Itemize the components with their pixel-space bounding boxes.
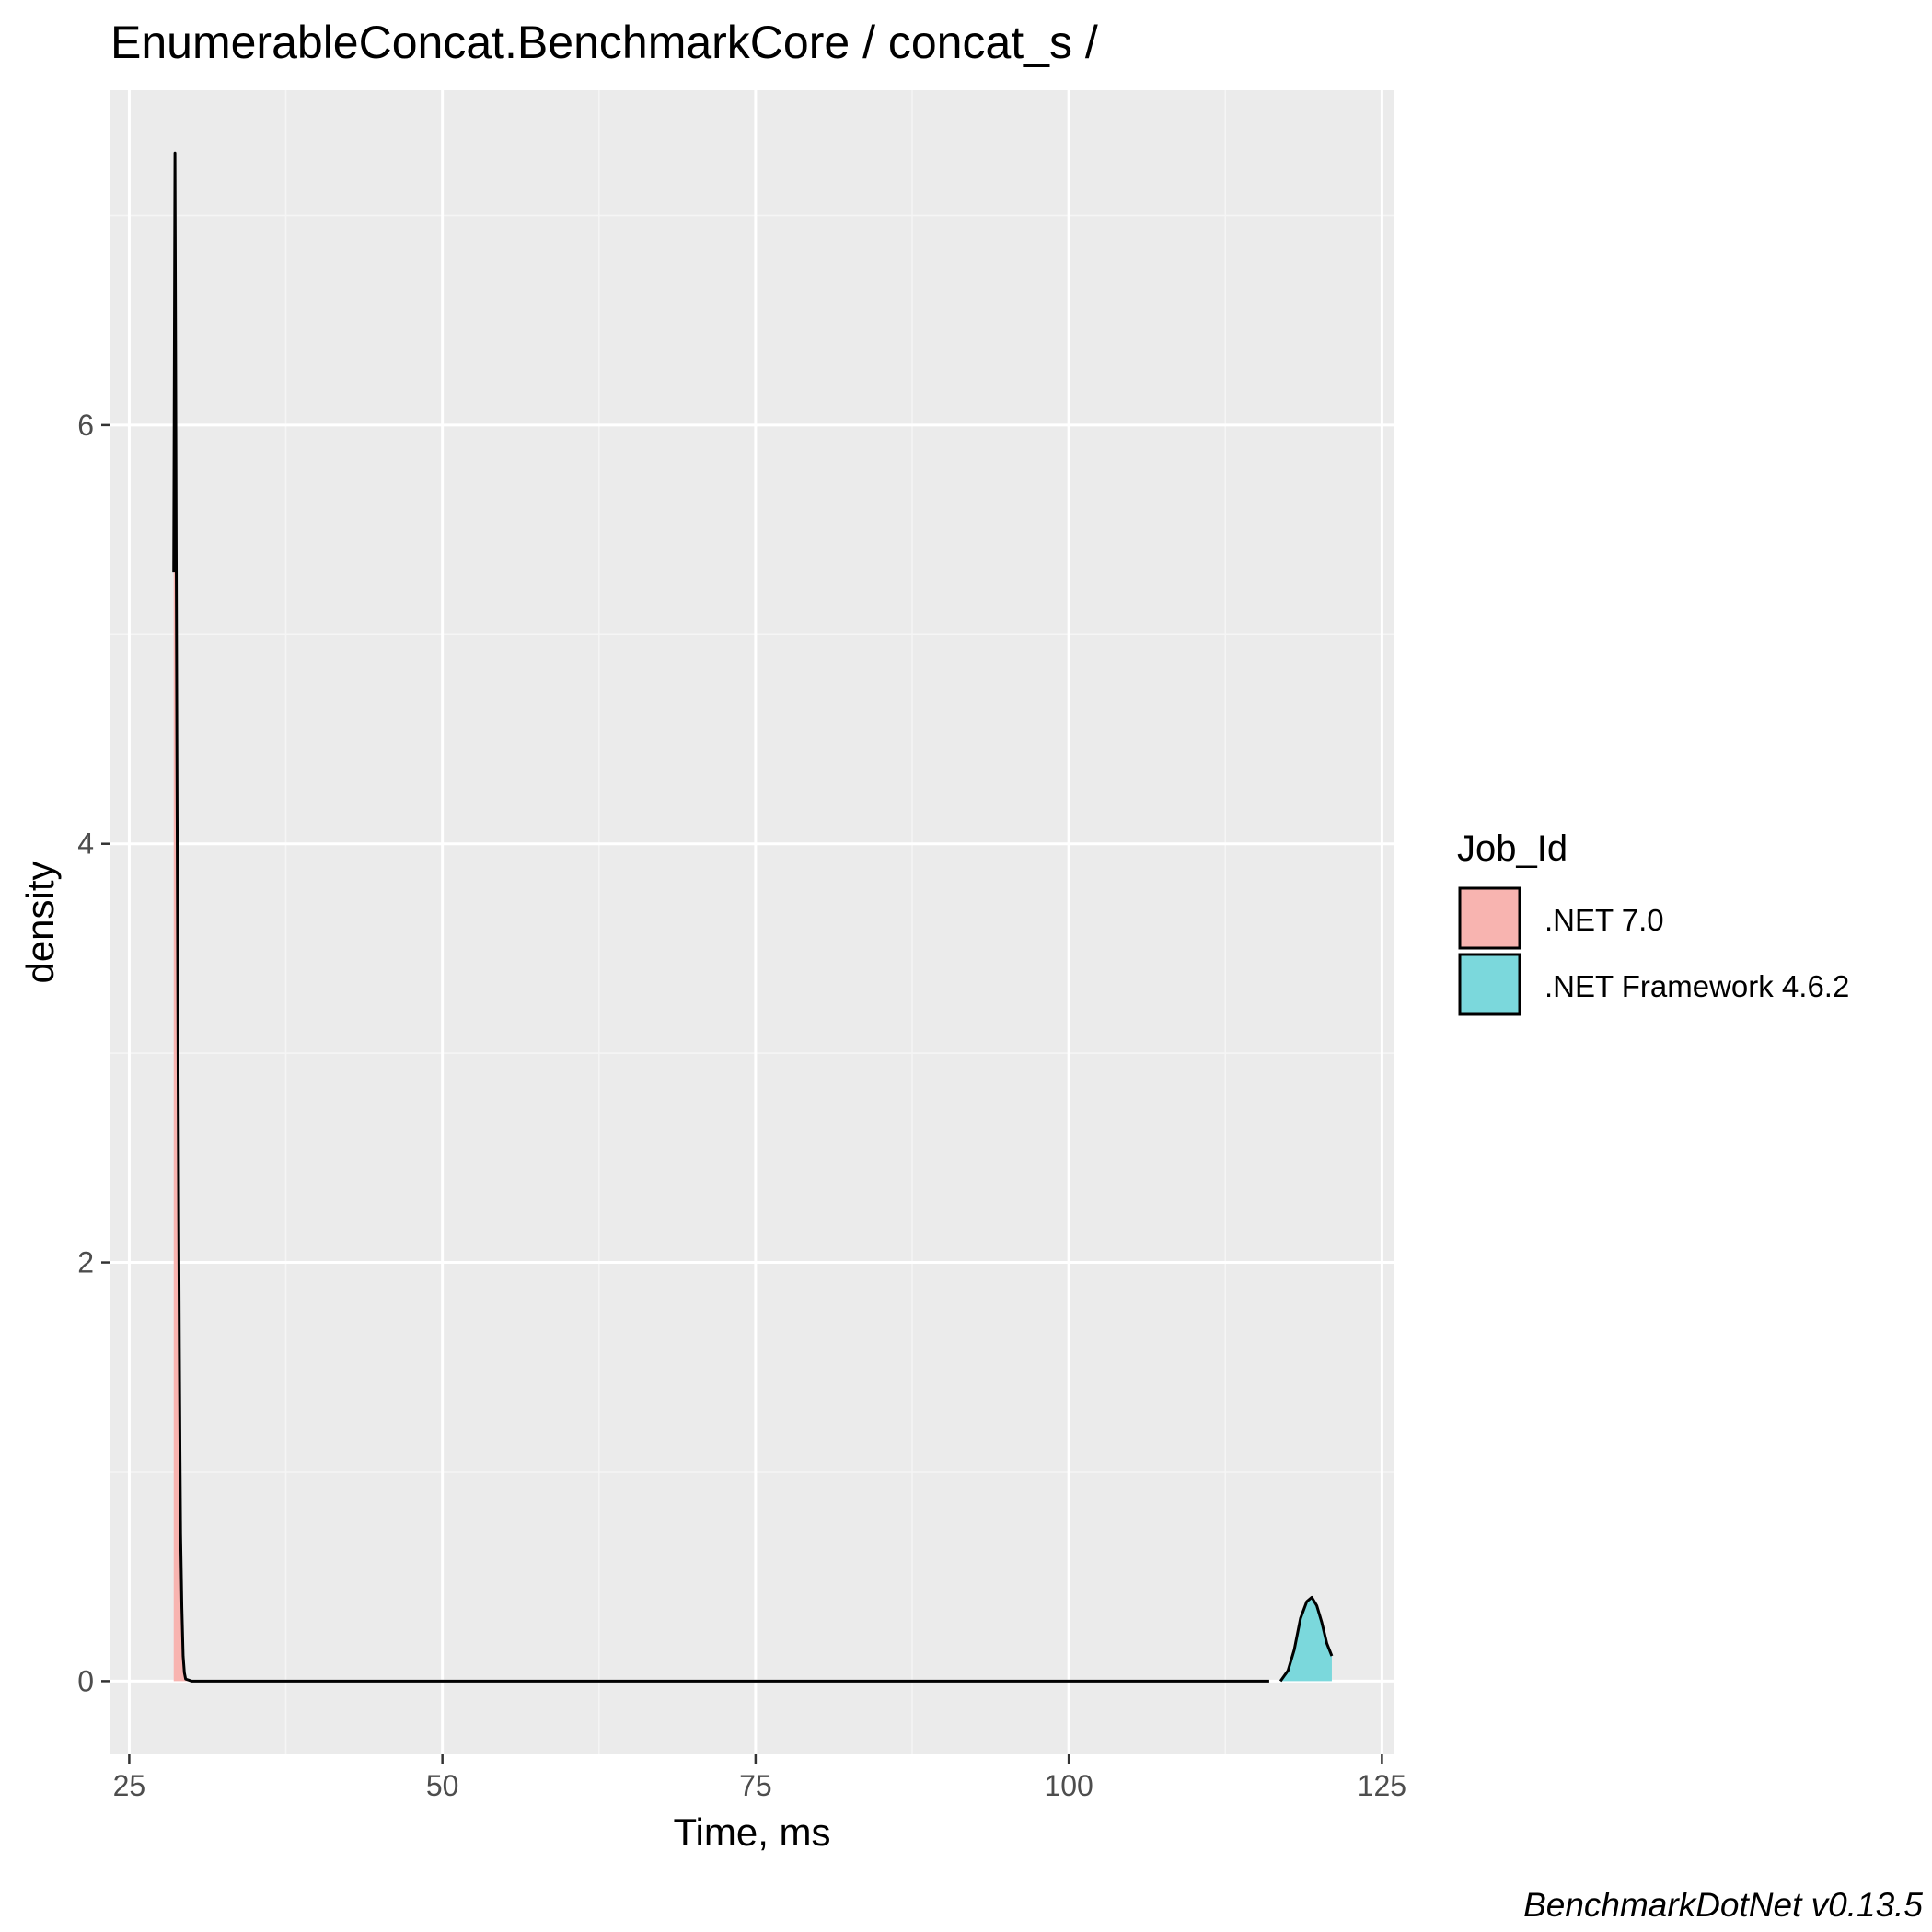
x-tick-label: 75: [739, 1769, 772, 1802]
y-axis-title: density: [18, 861, 62, 983]
plot-panel: [110, 90, 1394, 1754]
x-axis-title: Time, ms: [673, 1811, 830, 1854]
x-tick-label: 50: [426, 1769, 459, 1802]
caption: BenchmarkDotNet v0.13.5: [1523, 1886, 1923, 1924]
density-line-1: [1278, 1595, 1334, 1683]
chart-title: EnumerableConcat.BenchmarkCore / concat_…: [110, 17, 1098, 68]
y-tick-label: 4: [77, 827, 94, 861]
y-tick-label: 2: [77, 1246, 94, 1279]
x-tick-label: 25: [113, 1769, 146, 1802]
legend: Job_Id .NET 7.0 .NET Framework 4.6.2: [1457, 828, 1849, 1016]
legend-key-net7: [1458, 886, 1521, 950]
density-line-0: [172, 151, 1269, 1683]
density-curves: [172, 151, 1334, 1683]
density-area-1: [1280, 1597, 1332, 1682]
grid-minor: [110, 90, 1394, 1754]
legend-title: Job_Id: [1457, 828, 1568, 869]
legend-label-net7: .NET 7.0: [1544, 903, 1664, 937]
legend-label-netframework: .NET Framework 4.6.2: [1544, 969, 1849, 1003]
x-tick-label: 125: [1358, 1769, 1406, 1802]
x-axis: 25 50 75 100 125: [113, 1754, 1406, 1802]
y-axis: 0 2 4 6: [77, 409, 110, 1697]
y-tick-label: 6: [77, 409, 94, 442]
legend-key-netframework: [1458, 953, 1521, 1016]
y-tick-label: 0: [77, 1664, 94, 1697]
x-tick-label: 100: [1044, 1769, 1093, 1802]
